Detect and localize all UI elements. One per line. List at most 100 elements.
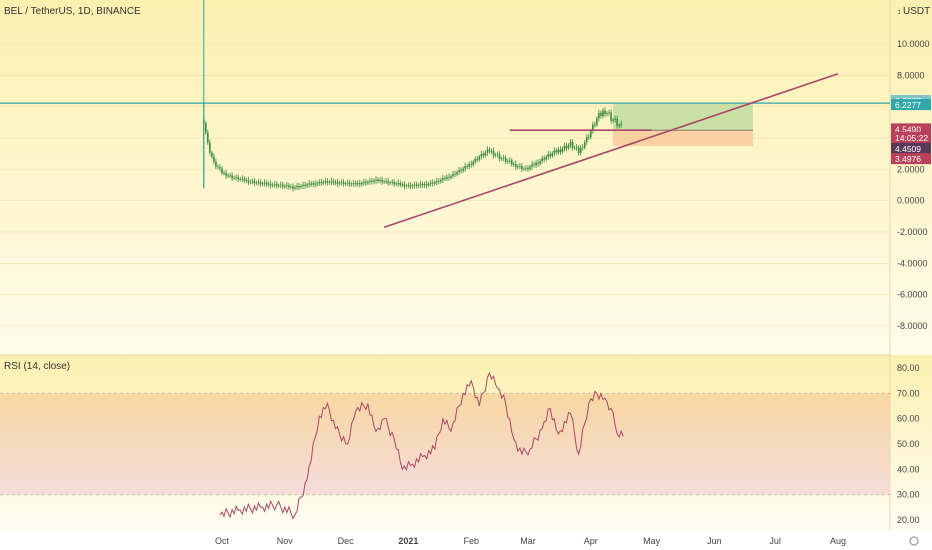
candle-body <box>361 183 363 185</box>
time-tick-label: May <box>643 536 661 546</box>
candle-body <box>427 183 430 186</box>
candle-body <box>442 178 444 180</box>
candle-body <box>316 183 319 185</box>
price-tick-label: 2.0000 <box>897 164 925 174</box>
candle-body <box>547 154 550 157</box>
candle-body <box>298 186 300 188</box>
time-tick-label: Jul <box>769 536 781 546</box>
candle-body <box>336 182 339 184</box>
candle-body <box>476 158 479 160</box>
candle-body <box>606 113 608 115</box>
candle-body <box>326 181 329 183</box>
rsi-axis[interactable]: 80.00 70.00 60.00 50.00 40.00 30.00 20.00 <box>897 363 920 525</box>
candle-body <box>561 148 564 152</box>
price-label-box <box>891 132 931 143</box>
price-tick-label: 10.0000 <box>897 39 930 49</box>
candle-body <box>215 161 217 167</box>
candle-body <box>579 147 582 154</box>
candle-body <box>249 181 252 183</box>
candle-body <box>411 185 414 187</box>
candle-body <box>468 164 471 167</box>
candle-body <box>592 124 594 131</box>
candle-body <box>462 168 464 171</box>
rsi-layer <box>0 371 890 520</box>
candle-body <box>340 182 343 183</box>
candle-body <box>261 183 264 185</box>
candle-body <box>577 147 580 154</box>
candle-body <box>338 182 341 184</box>
chart-settings-icon[interactable] <box>909 536 919 546</box>
price-pane-bg <box>0 0 932 355</box>
candle-body <box>257 182 260 183</box>
candle-body <box>510 160 513 165</box>
candle-body <box>385 180 387 182</box>
drawing-lines <box>0 0 890 229</box>
candle-body <box>227 175 229 177</box>
time-tick-label: 2021 <box>398 536 418 546</box>
time-tick-label: Jun <box>707 536 722 546</box>
candle-body <box>346 182 349 184</box>
candle-body <box>419 183 422 185</box>
candle-body <box>581 147 584 149</box>
price-tick-label: 0.0000 <box>897 196 925 206</box>
candle-body <box>583 142 586 148</box>
candle-body <box>253 181 256 184</box>
candle-body <box>356 183 359 185</box>
candle-body <box>417 184 420 187</box>
candle-body <box>504 157 507 162</box>
price-tick-label: 8.0000 <box>897 70 925 80</box>
candle-body <box>492 150 495 156</box>
candle-body <box>563 145 566 149</box>
candle-body <box>478 156 481 160</box>
candle-body <box>557 149 560 153</box>
candle-body <box>350 183 353 185</box>
candle-body <box>217 166 219 168</box>
candle-body <box>405 185 408 187</box>
candle-body <box>320 181 323 184</box>
candle-body <box>415 184 418 187</box>
symbol-title[interactable]: BEL / TetherUS, 1D, BINANCE <box>4 6 141 17</box>
candle-body <box>265 182 268 185</box>
candle-body <box>302 184 304 187</box>
candle-body <box>537 162 539 164</box>
candle-body <box>618 124 620 127</box>
candle-body <box>344 183 347 185</box>
price-label-text: 3.4976 <box>895 154 921 164</box>
candle-body <box>573 147 576 149</box>
candle-body <box>553 150 556 154</box>
candle-body <box>318 181 321 184</box>
candle-body <box>352 183 355 184</box>
candle-body <box>314 183 317 185</box>
time-tick-label: Apr <box>584 536 598 546</box>
candle-body <box>482 153 485 156</box>
rsi-tick-label: 20.00 <box>897 515 920 525</box>
time-tick-label: Feb <box>463 536 479 546</box>
candle-body <box>281 184 284 187</box>
candle-body <box>288 185 290 188</box>
candle-body <box>452 173 454 176</box>
candle-body <box>239 179 242 180</box>
ascending-trendline <box>383 73 839 229</box>
time-axis[interactable]: Oct Nov Dec 2021 Feb Mar Apr May Jun Jul Aug <box>215 536 846 546</box>
candle-body <box>373 180 375 183</box>
price-unit-label[interactable]: USDT <box>903 6 930 17</box>
rsi-title[interactable]: RSI (14, close) <box>4 361 70 372</box>
candle-body <box>251 181 254 182</box>
candle-body <box>235 177 237 179</box>
price-label-text: 4.4509 <box>895 144 921 154</box>
candle-body <box>610 112 612 121</box>
candle-body <box>435 180 438 183</box>
candle-body <box>460 170 462 171</box>
candle-body <box>551 153 554 156</box>
candle-body <box>292 186 294 189</box>
candle-body <box>488 149 491 152</box>
price-tick-label: -4.0000 <box>897 258 928 268</box>
candle-body <box>585 136 588 143</box>
candle-body <box>334 182 337 183</box>
candle-body <box>330 181 333 182</box>
candle-body <box>371 180 373 183</box>
candle-body <box>456 172 458 175</box>
rsi-tick-label: 70.00 <box>897 388 920 398</box>
candle-body <box>342 182 345 185</box>
